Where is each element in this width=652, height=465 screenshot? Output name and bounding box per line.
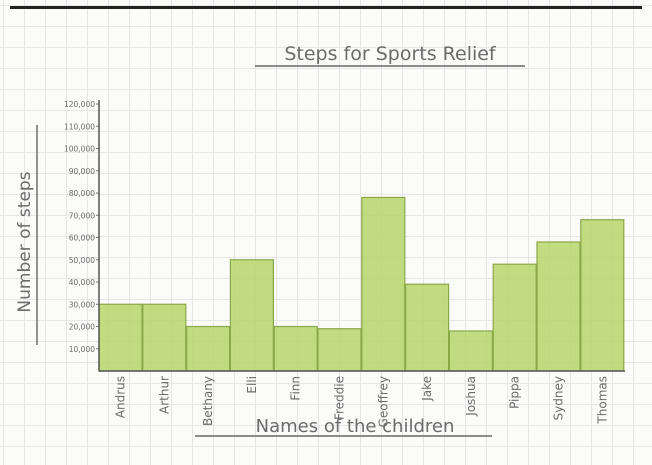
y-tick-label: 110,000	[64, 122, 95, 131]
y-tick-label: 100,000	[64, 145, 95, 154]
x-tick-label: Finn	[289, 376, 303, 401]
bar	[317, 328, 362, 372]
x-tick-label: Joshua	[464, 376, 478, 417]
bar	[186, 325, 231, 372]
y-tick-label: 10,000	[69, 345, 95, 354]
bar	[229, 259, 274, 372]
x-tick-labels: Andrus Arthur Bethany Elli Finn Freddie Geoffr…	[114, 376, 610, 428]
y-tick-labels: 10,000 20,000 30,000 40,000 50,000 60,000 70,0…	[64, 100, 99, 354]
x-tick-label: Andrus	[114, 376, 128, 418]
y-tick-label: 50,000	[69, 256, 95, 265]
x-tick-label: Jake	[420, 376, 434, 402]
y-axis-label: Number of steps	[15, 171, 35, 312]
bars	[98, 196, 625, 372]
bar	[536, 241, 581, 372]
y-tick-label: 60,000	[69, 234, 95, 243]
chart-title: Steps for Sports Relief	[284, 43, 497, 65]
bar	[361, 196, 406, 372]
x-tick-label: Thomas	[595, 376, 609, 425]
x-tick-label: Elli	[245, 376, 259, 394]
y-tick-label: 40,000	[69, 278, 95, 287]
x-tick-label: Sydney	[552, 376, 566, 420]
y-tick-label: 80,000	[69, 189, 95, 198]
y-tick-label: 90,000	[69, 167, 95, 176]
y-tick-label: 70,000	[69, 211, 95, 220]
x-tick-label: Geoffrey	[376, 376, 390, 427]
y-tick-label: 30,000	[69, 300, 95, 309]
y-tick-label: 120,000	[64, 100, 95, 109]
x-tick-label: Arthur	[157, 376, 171, 414]
bar	[273, 325, 318, 372]
x-tick-label: Pippa	[508, 376, 522, 409]
bar	[98, 303, 143, 372]
bar	[142, 303, 187, 372]
bar	[448, 330, 493, 372]
x-tick-label: Freddie	[333, 376, 347, 420]
bar	[405, 283, 450, 372]
y-tick-label: 20,000	[69, 323, 95, 332]
bar	[580, 219, 625, 372]
bar	[492, 263, 537, 372]
x-tick-label: Bethany	[201, 376, 215, 426]
x-axis-label: Names of the children	[256, 416, 455, 437]
page-top-edge	[10, 6, 642, 9]
